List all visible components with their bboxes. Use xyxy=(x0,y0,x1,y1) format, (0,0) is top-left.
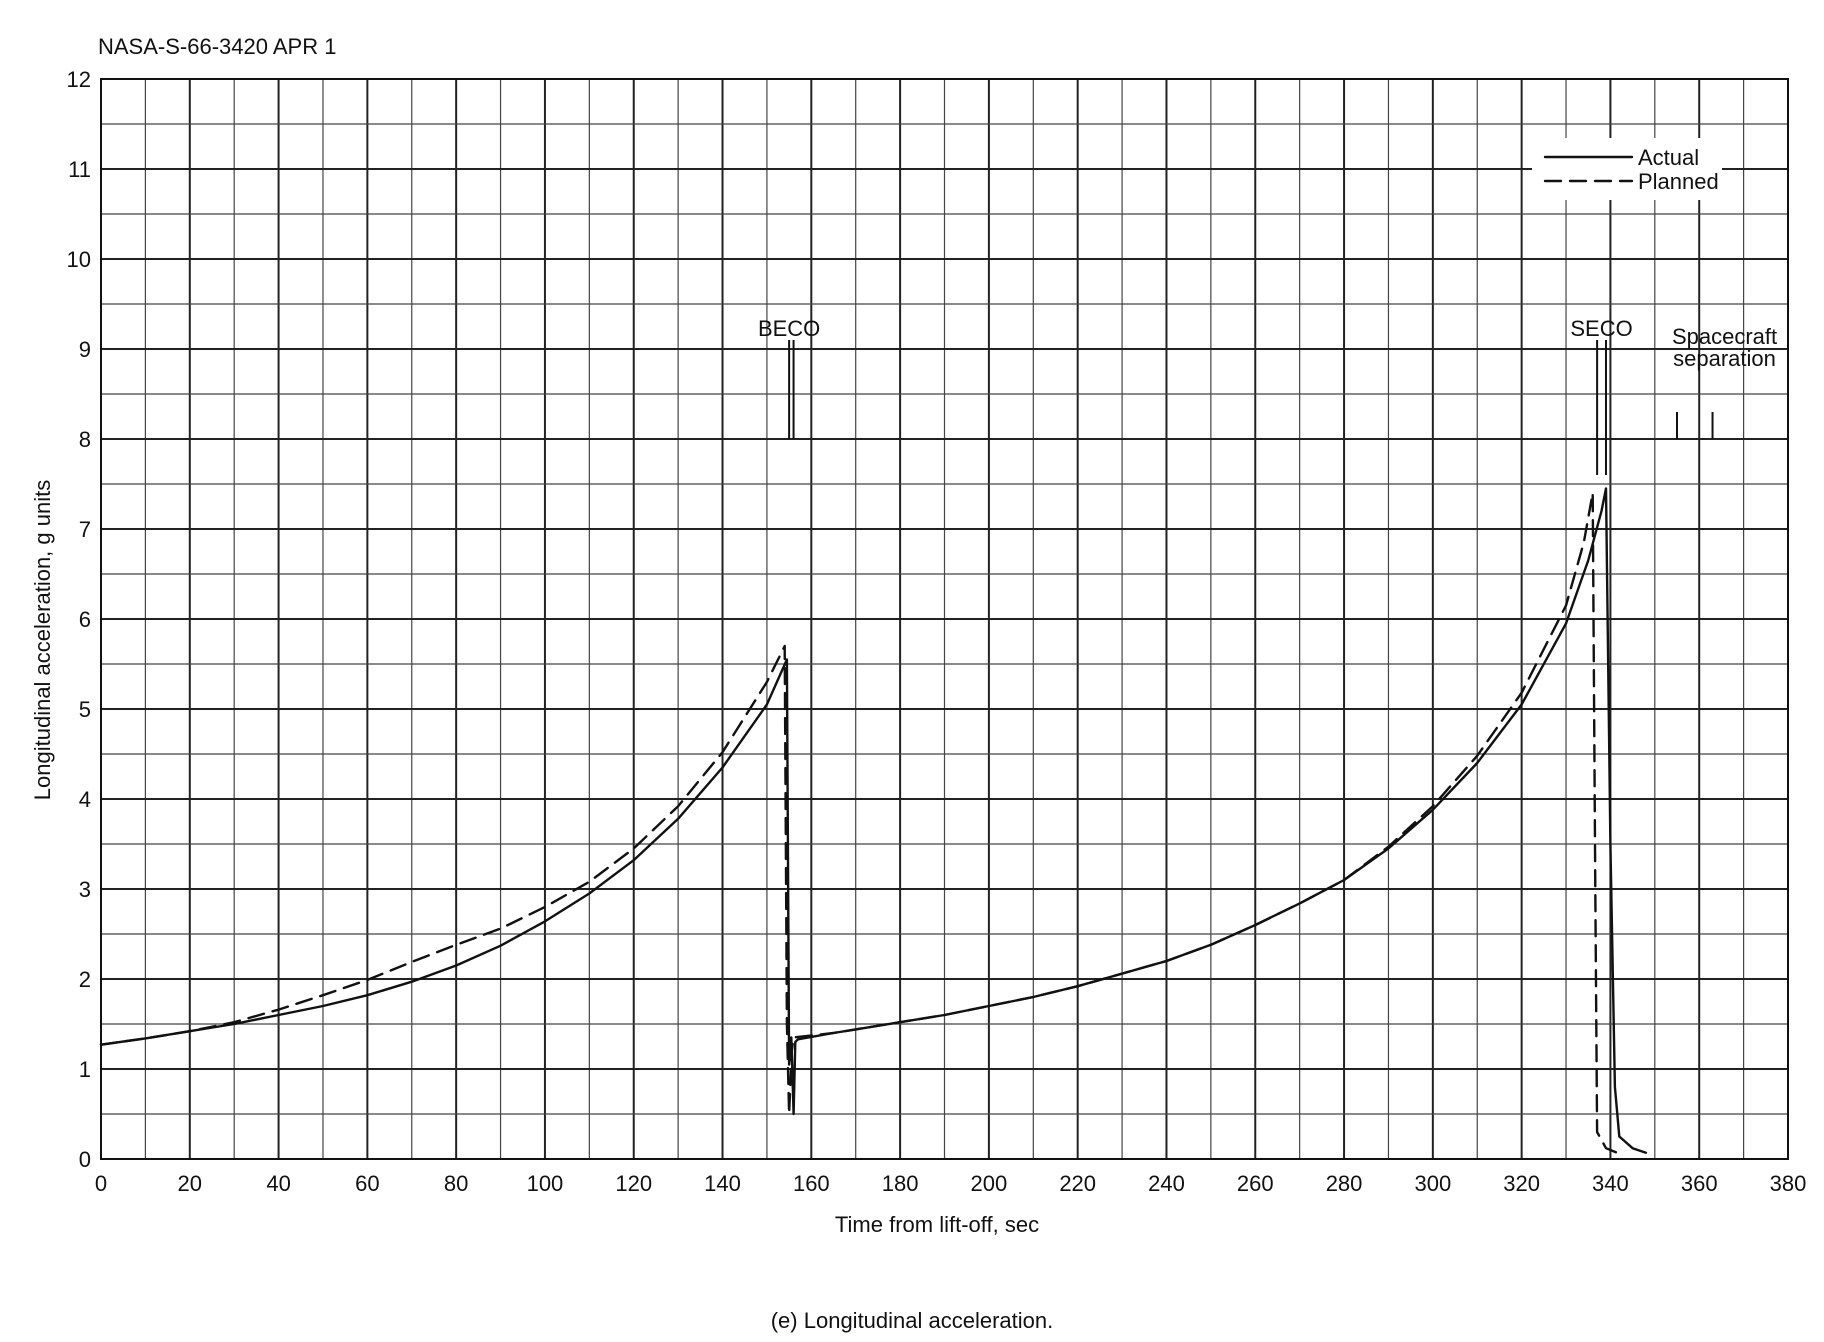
x-tick-label: 120 xyxy=(615,1171,652,1196)
y-tick-label: 9 xyxy=(79,337,91,362)
legend: Actual Planned xyxy=(1532,138,1722,200)
y-tick-label: 0 xyxy=(79,1147,91,1172)
x-tick-label: 380 xyxy=(1770,1171,1807,1196)
x-tick-label: 300 xyxy=(1414,1171,1451,1196)
series-line-actual xyxy=(99,487,1648,1154)
y-tick-label: 7 xyxy=(79,517,91,542)
y-tick-label: 2 xyxy=(79,967,91,992)
x-tick-label: 360 xyxy=(1681,1171,1718,1196)
x-tick-label: 220 xyxy=(1059,1171,1096,1196)
y-tick-label: 5 xyxy=(79,697,91,722)
y-tick-label: 1 xyxy=(79,1057,91,1082)
annotation-label: SECO xyxy=(1570,316,1632,341)
x-tick-labels: 0 20 40 60 80 100 120 140 160 180 200 220 240 260 280 3… xyxy=(95,1171,1806,1196)
legend-label-planned: Planned xyxy=(1638,169,1719,194)
series-lines xyxy=(99,487,1648,1155)
x-tick-label: 60 xyxy=(355,1171,379,1196)
x-tick-label: 80 xyxy=(444,1171,468,1196)
legend-label-actual: Actual xyxy=(1638,145,1699,170)
y-tick-label: 12 xyxy=(67,67,91,92)
y-tick-label: 10 xyxy=(67,247,91,272)
annotation-label: Spacecraft xyxy=(1672,324,1777,349)
x-tick-label: 140 xyxy=(704,1171,741,1196)
x-tick-label: 20 xyxy=(178,1171,202,1196)
annotation-label: separation xyxy=(1673,346,1776,371)
x-tick-label: 320 xyxy=(1503,1171,1540,1196)
y-tick-label: 3 xyxy=(79,877,91,902)
figure-caption: (e) Longitudinal acceleration. xyxy=(770,1308,1054,1333)
y-tick-label: 4 xyxy=(79,787,91,812)
x-tick-label: 180 xyxy=(882,1171,919,1196)
x-tick-label: 160 xyxy=(793,1171,830,1196)
legend-background xyxy=(1532,138,1722,200)
x-tick-label: 280 xyxy=(1326,1171,1363,1196)
y-tick-label: 6 xyxy=(79,607,91,632)
x-tick-label: 0 xyxy=(95,1171,107,1196)
x-tick-label: 260 xyxy=(1237,1171,1274,1196)
y-axis-label: Longitudinal acceleration, g units xyxy=(30,480,55,800)
plot-frame xyxy=(100,78,1789,1160)
x-tick-label: 340 xyxy=(1592,1171,1629,1196)
x-tick-label: 40 xyxy=(266,1171,290,1196)
series-line-planned xyxy=(99,491,1621,1155)
grid xyxy=(100,78,1789,1160)
y-tick-label: 11 xyxy=(68,157,91,182)
document-id: NASA-S-66-3420 APR 1 xyxy=(98,34,337,59)
x-tick-label: 100 xyxy=(527,1171,564,1196)
y-tick-label: 8 xyxy=(79,427,91,452)
x-tick-label: 200 xyxy=(971,1171,1008,1196)
x-axis-label: Time from lift-off, sec xyxy=(835,1212,1039,1237)
annotation-label: BECO xyxy=(758,316,820,341)
x-tick-label: 240 xyxy=(1148,1171,1185,1196)
